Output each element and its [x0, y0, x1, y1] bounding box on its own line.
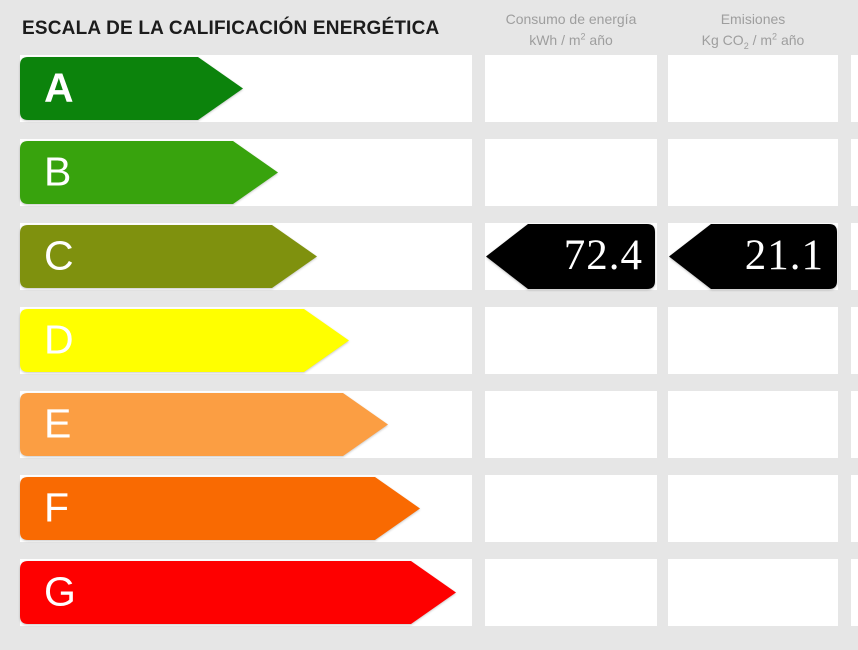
consumo-cell [485, 475, 657, 542]
rating-arrow-e [20, 393, 388, 456]
rating-arrow-b [20, 141, 278, 204]
rating-letter-d: D [44, 316, 74, 363]
edge-cell-sliver [851, 223, 858, 290]
rating-letter-a: A [44, 64, 74, 111]
consumo-cell [485, 559, 657, 626]
edge-cell-sliver [851, 55, 858, 122]
consumo-cell [485, 55, 657, 122]
emisiones-cell [668, 307, 838, 374]
rating-letter-b: B [44, 148, 72, 195]
column-header-emisiones-line2: Kg CO2 / m2 año [701, 31, 805, 51]
consumo-cell [485, 307, 657, 374]
rating-row-a: A [0, 55, 858, 122]
rating-letter-c: C [44, 232, 74, 279]
consumo-cell: 72.4 [485, 223, 657, 290]
rating-arrow-g [20, 561, 456, 624]
column-header-consumo-line2: kWh / m2 año [529, 31, 613, 48]
emisiones-cell [668, 391, 838, 458]
rating-row-f: F [0, 475, 858, 542]
rating-arrow-f [20, 477, 420, 540]
emisiones-cell [668, 55, 838, 122]
consumo-cell [485, 391, 657, 458]
emisiones-cell [668, 139, 838, 206]
consumo-value-arrow [486, 224, 655, 289]
column-header-emisiones: Emisiones Kg CO2 / m2 año [668, 9, 838, 53]
emisiones-cell [668, 559, 838, 626]
edge-cell-sliver [851, 559, 858, 626]
edge-cell-sliver [851, 391, 858, 458]
column-header-consumo: Consumo de energía kWh / m2 año [485, 9, 657, 53]
emisiones-value: 21.1 [744, 231, 824, 279]
edge-cell-sliver [851, 475, 858, 542]
rating-arrow-c [20, 225, 317, 288]
rating-row-c: C 72.4 21.1 [0, 223, 858, 290]
rating-letter-g: G [44, 568, 76, 615]
emisiones-cell: 21.1 [668, 223, 838, 290]
rating-arrow-a [20, 57, 243, 120]
emisiones-value-arrow [669, 224, 837, 289]
rating-letter-f: F [44, 484, 70, 531]
rating-arrow-d [20, 309, 349, 372]
chart-title: ESCALA DE LA CALIFICACIÓN ENERGÉTICA [22, 18, 440, 39]
rating-letter-e: E [44, 400, 72, 447]
emisiones-cell [668, 475, 838, 542]
rating-row-d: D [0, 307, 858, 374]
rating-row-g: G [0, 559, 858, 626]
rating-row-e: E [0, 391, 858, 458]
rating-row-b: B [0, 139, 858, 206]
consumo-value: 72.4 [563, 231, 643, 279]
edge-cell-sliver [851, 139, 858, 206]
consumo-cell [485, 139, 657, 206]
column-header-emisiones-line1: Emisiones [720, 11, 786, 27]
column-header-consumo-line1: Consumo de energía [505, 11, 637, 27]
edge-cell-sliver [851, 307, 858, 374]
